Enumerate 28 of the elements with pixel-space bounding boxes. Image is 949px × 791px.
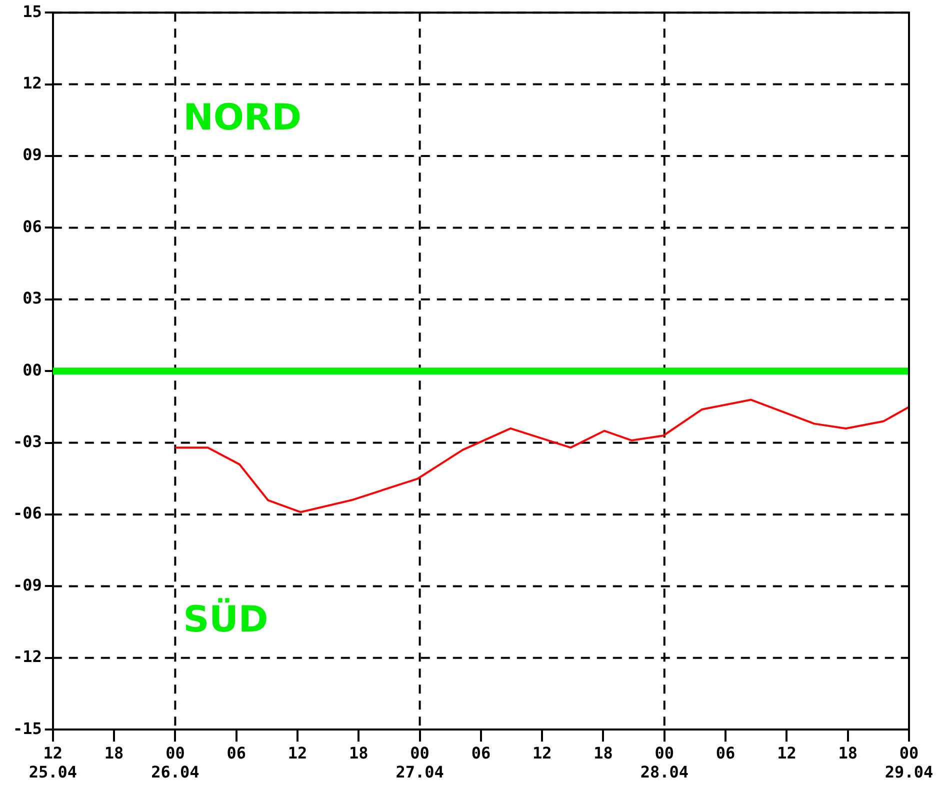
x-tick-label: 12 <box>777 743 796 762</box>
y-tick-label: -12 <box>12 647 42 666</box>
x-tick-label: 18 <box>838 743 858 762</box>
y-tick-label: -09 <box>12 575 42 594</box>
y-tick-label: 15 <box>22 2 42 21</box>
y-tick-label: 09 <box>22 145 42 164</box>
x-tick-label: 18 <box>594 743 613 762</box>
y-tick-label: -06 <box>12 504 42 523</box>
y-tick-label: -03 <box>12 432 42 451</box>
x-tick-label: 12 <box>532 743 552 762</box>
y-tick-label: -15 <box>12 718 42 738</box>
annotation: SÜD <box>183 597 268 640</box>
x-tick-label: 00 29.04 <box>884 743 934 782</box>
x-tick-label: 12 25.04 <box>28 743 77 782</box>
annotation: NORD <box>183 98 302 139</box>
x-tick-label: 00 26.04 <box>151 743 200 782</box>
x-tick-label: 06 <box>471 743 491 762</box>
x-tick-label: 18 <box>104 743 124 762</box>
y-tick-label: 12 <box>22 73 42 92</box>
y-tick-label: 00 <box>22 360 42 380</box>
x-tick-label: 06 <box>716 743 736 762</box>
x-tick-label: 00 27.04 <box>396 743 444 782</box>
x-tick-label: 06 <box>226 743 246 762</box>
x-tick-label: 12 <box>288 743 308 762</box>
y-tick-label: 06 <box>22 216 42 236</box>
y-tick-label: 03 <box>22 288 42 308</box>
x-tick-label: 00 28.04 <box>640 743 688 782</box>
x-tick-label: 18 <box>349 743 368 762</box>
